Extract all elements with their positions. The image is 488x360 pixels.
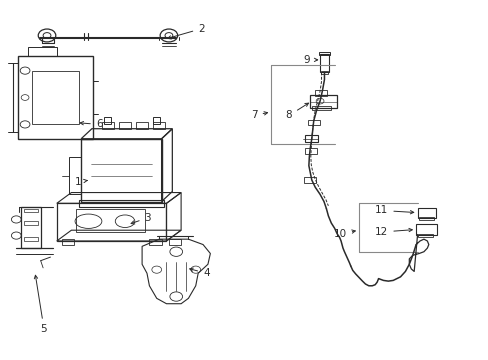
Text: 9: 9	[303, 55, 317, 65]
Bar	[153, 122, 164, 129]
Text: 5: 5	[34, 275, 47, 334]
Bar	[149, 239, 161, 244]
Bar	[69, 157, 81, 194]
Bar	[168, 239, 181, 244]
Bar	[61, 239, 74, 244]
Bar	[415, 225, 436, 234]
Bar	[23, 237, 38, 241]
Text: 3: 3	[131, 213, 151, 224]
Bar	[23, 209, 38, 212]
Bar	[307, 120, 319, 126]
Bar	[136, 122, 148, 129]
Bar	[310, 95, 336, 108]
Bar	[153, 117, 160, 125]
Bar	[418, 217, 433, 220]
Bar	[311, 107, 330, 110]
Bar	[305, 148, 316, 154]
Bar	[102, 122, 114, 129]
Bar	[320, 54, 328, 72]
Text: 6: 6	[80, 120, 102, 129]
Bar	[21, 207, 41, 248]
Text: 8: 8	[285, 103, 308, 121]
Text: 7: 7	[250, 111, 267, 121]
Text: 10: 10	[333, 229, 355, 239]
Bar	[23, 221, 38, 225]
Bar	[417, 234, 432, 237]
Bar	[319, 51, 329, 55]
Bar	[315, 90, 327, 96]
Text: 11: 11	[374, 206, 413, 216]
Text: 2: 2	[167, 24, 204, 39]
Bar	[104, 117, 111, 125]
Bar	[305, 135, 317, 142]
Bar	[27, 47, 57, 56]
Bar	[321, 71, 327, 74]
Bar	[119, 122, 131, 129]
Bar	[417, 208, 435, 218]
Bar	[32, 71, 79, 125]
Bar	[79, 201, 163, 207]
Text: 12: 12	[374, 227, 411, 237]
Text: 4: 4	[189, 268, 209, 278]
Bar	[81, 139, 161, 202]
Bar	[76, 209, 144, 232]
Text: 1: 1	[74, 177, 87, 187]
Bar	[304, 177, 316, 183]
